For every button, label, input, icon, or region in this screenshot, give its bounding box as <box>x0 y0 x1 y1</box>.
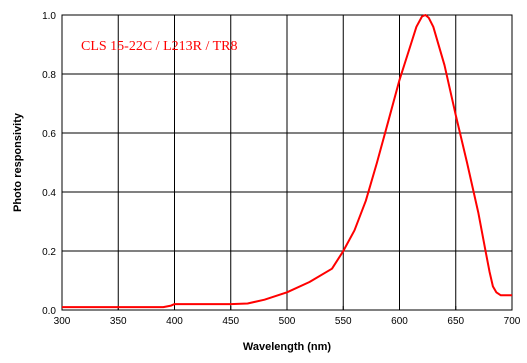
y-tick-label: 0.4 <box>42 188 56 199</box>
grid-lines <box>61 14 513 311</box>
y-tick-label: 0.2 <box>42 247 56 258</box>
y-tick-label: 0.6 <box>42 129 56 140</box>
y-tick-label: 0.0 <box>42 306 56 317</box>
x-axis-title: Wavelength (nm) <box>243 341 332 353</box>
x-tick-label: 500 <box>279 316 296 327</box>
chart-annotation: CLS 15-22C / L213R / TR8 <box>81 39 237 54</box>
x-tick-label: 300 <box>54 316 71 327</box>
series-line <box>62 14 512 309</box>
x-tick-label: 650 <box>447 316 464 327</box>
y-tick-label: 1.0 <box>42 11 56 22</box>
y-tick-label: 0.8 <box>42 70 56 81</box>
x-axis-ticks: 300 350 400 450 500 550 600 650 700 <box>54 306 521 327</box>
x-tick-label: 350 <box>110 316 127 327</box>
x-tick-label: 550 <box>335 316 352 327</box>
x-tick-label: 600 <box>391 316 408 327</box>
x-tick-label: 400 <box>166 316 183 327</box>
x-tick-label: 700 <box>504 316 521 327</box>
y-axis-title: Photo responsivity <box>12 112 24 212</box>
y-axis-ticks: 0.0 0.2 0.4 0.6 0.8 1.0 <box>42 11 66 317</box>
x-tick-label: 450 <box>222 316 239 327</box>
